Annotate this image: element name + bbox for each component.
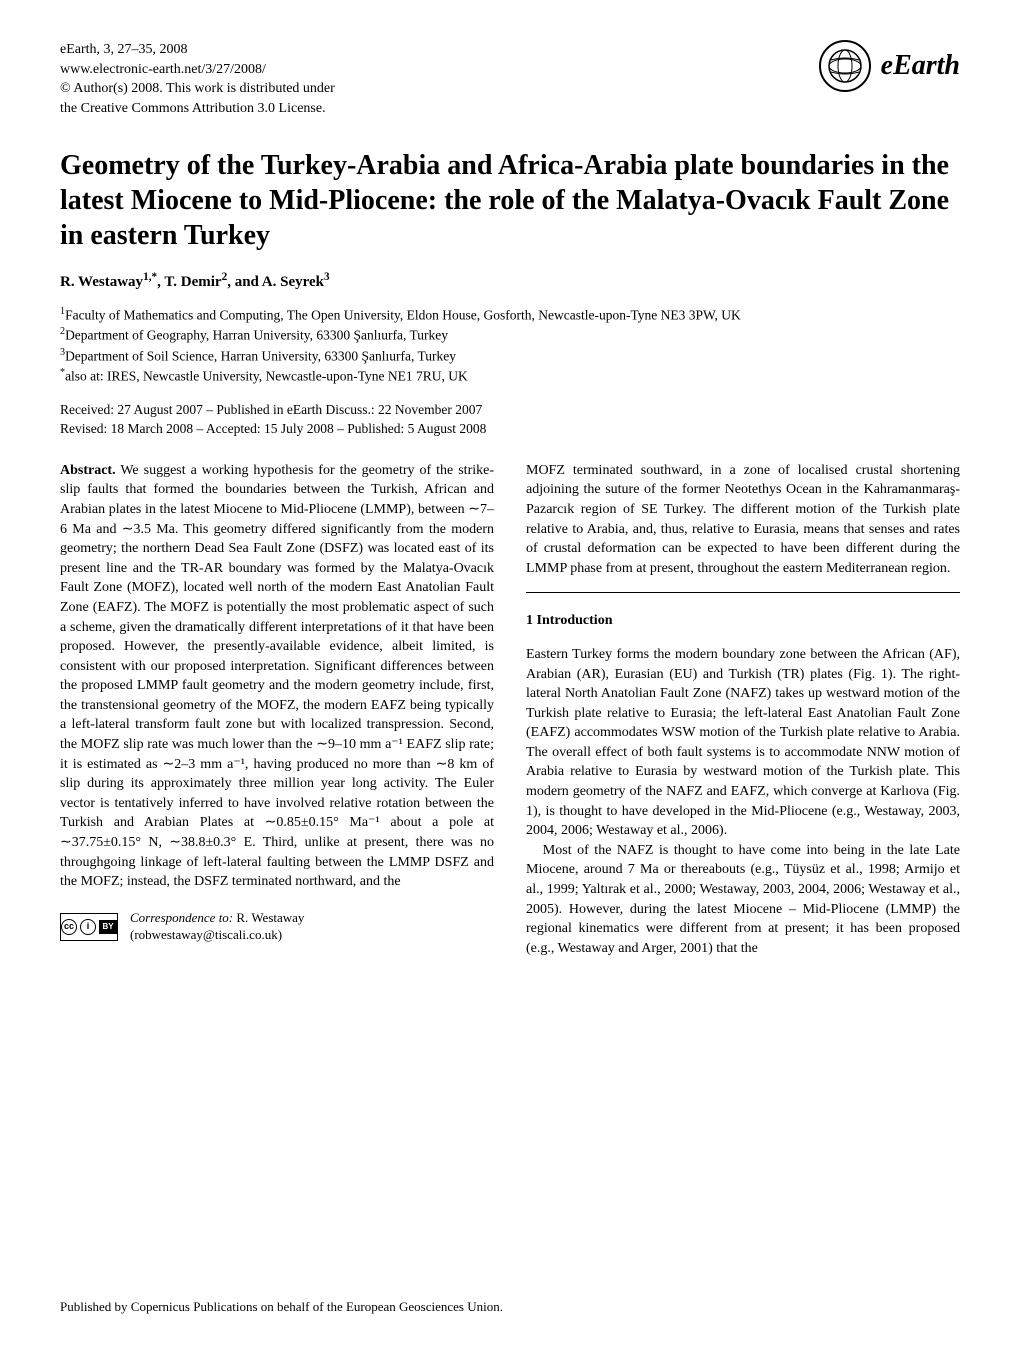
paper-title: Geometry of the Turkey-Arabia and Africa… bbox=[60, 148, 960, 253]
two-column-body: Abstract. We suggest a working hypothesi… bbox=[60, 461, 960, 959]
journal-url: www.electronic-earth.net/3/27/2008/ bbox=[60, 60, 335, 80]
correspondence-name: R. Westaway bbox=[236, 910, 304, 925]
cc-by-icon: cc i BY bbox=[60, 913, 118, 941]
affiliation-star: *also at: IRES, Newcastle University, Ne… bbox=[60, 366, 960, 386]
abstract-label: Abstract. bbox=[60, 463, 116, 478]
journal-logo: eEarth bbox=[819, 40, 960, 92]
header-row: eEarth, 3, 27–35, 2008 www.electronic-ea… bbox=[60, 40, 960, 118]
affiliations: 1Faculty of Mathematics and Computing, T… bbox=[60, 305, 960, 385]
logo-text: eEarth bbox=[881, 50, 960, 82]
copyright-line: © Author(s) 2008. This work is distribut… bbox=[60, 79, 335, 99]
correspondence-text: Correspondence to: R. Westaway (robwesta… bbox=[130, 910, 304, 944]
received-line: Received: 27 August 2007 – Published in … bbox=[60, 400, 960, 420]
affiliation-1: 1Faculty of Mathematics and Computing, T… bbox=[60, 305, 960, 325]
intro-para-2: Most of the NAFZ is thought to have come… bbox=[526, 841, 960, 959]
abstract-text: We suggest a working hypothesis for the … bbox=[60, 463, 494, 889]
abstract-continuation: MOFZ terminated southward, in a zone of … bbox=[526, 461, 960, 579]
abstract-paragraph: Abstract. We suggest a working hypothesi… bbox=[60, 461, 494, 892]
section-1-heading: 1 Introduction bbox=[526, 611, 960, 631]
by-label-icon: BY bbox=[99, 920, 117, 934]
dates-block: Received: 27 August 2007 – Published in … bbox=[60, 400, 960, 439]
journal-line: eEarth, 3, 27–35, 2008 bbox=[60, 40, 335, 60]
affiliation-2: 2Department of Geography, Harran Univers… bbox=[60, 325, 960, 345]
header-meta: eEarth, 3, 27–35, 2008 www.electronic-ea… bbox=[60, 40, 335, 118]
section-divider bbox=[526, 592, 960, 593]
correspondence-email: (robwestaway@tiscali.co.uk) bbox=[130, 927, 282, 942]
affiliation-3: 3Department of Soil Science, Harran Univ… bbox=[60, 346, 960, 366]
footer-text: Published by Copernicus Publications on … bbox=[60, 1299, 503, 1315]
cc-circle-icon: cc bbox=[61, 919, 77, 935]
authors: R. Westaway1,*, T. Demir2, and A. Seyrek… bbox=[60, 271, 960, 291]
correspondence-label: Correspondence to: bbox=[130, 910, 233, 925]
revised-line: Revised: 18 March 2008 – Accepted: 15 Ju… bbox=[60, 419, 960, 439]
by-person-icon: i bbox=[80, 919, 96, 935]
correspondence-block: cc i BY Correspondence to: R. Westaway (… bbox=[60, 910, 494, 944]
globe-icon bbox=[819, 40, 871, 92]
license-line: the Creative Commons Attribution 3.0 Lic… bbox=[60, 99, 335, 119]
intro-para-1: Eastern Turkey forms the modern boundary… bbox=[526, 645, 960, 841]
right-column: MOFZ terminated southward, in a zone of … bbox=[526, 461, 960, 959]
left-column: Abstract. We suggest a working hypothesi… bbox=[60, 461, 494, 959]
